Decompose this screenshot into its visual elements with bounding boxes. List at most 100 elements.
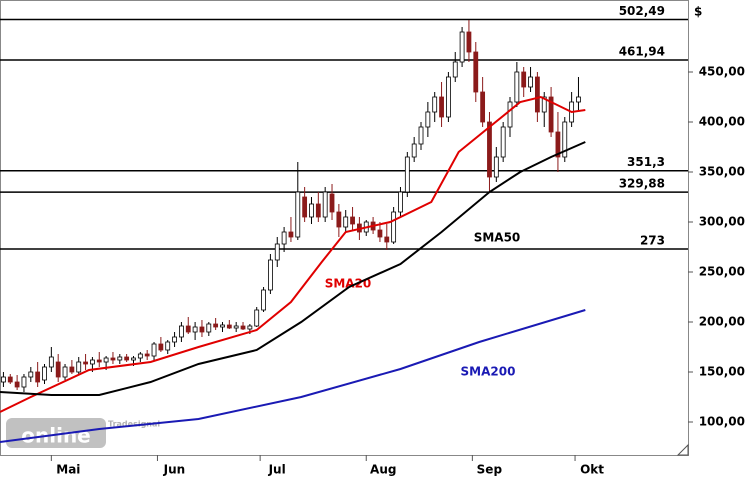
- y-tick-label: 250,00: [699, 265, 745, 279]
- candle-body: [213, 323, 219, 328]
- x-tick-label: Jul: [268, 463, 286, 477]
- candle-body: [548, 96, 554, 133]
- plot-frame: [0, 0, 689, 456]
- sma-label: SMA20: [325, 277, 372, 291]
- candle-body: [343, 216, 349, 228]
- candle-body: [247, 325, 253, 330]
- candle-body: [302, 196, 308, 218]
- candle-body: [411, 143, 417, 158]
- candle-body: [281, 231, 287, 245]
- level-label: 461,94: [619, 45, 665, 59]
- y-tick-label: 300,00: [699, 215, 745, 229]
- x-tick-label: Aug: [370, 463, 396, 477]
- sma-line: [0, 95, 586, 413]
- candle-body: [254, 309, 260, 327]
- y-tick-label: 400,00: [699, 115, 745, 129]
- candle-body: [576, 96, 581, 103]
- y-tick-label: 150,00: [699, 365, 745, 379]
- candle-body: [206, 323, 212, 333]
- candle-body: [42, 366, 47, 381]
- candle-body: [144, 353, 150, 357]
- candle-body: [28, 371, 34, 378]
- candle-body: [336, 211, 342, 228]
- y-tick-label: 100,00: [699, 415, 745, 429]
- watermark-box: [6, 418, 106, 448]
- candle-body: [131, 357, 136, 361]
- candle-body: [500, 126, 506, 158]
- candle-body: [233, 325, 239, 329]
- candle-body: [124, 356, 130, 361]
- candle-body: [418, 126, 424, 145]
- candle-body: [487, 121, 492, 178]
- candle-body: [384, 236, 390, 243]
- candle-body: [268, 259, 273, 291]
- candle-body: [137, 353, 143, 359]
- candle-body: [445, 76, 451, 118]
- candle-body: [117, 356, 123, 361]
- y-tick-label: 200,00: [699, 315, 745, 329]
- candle-body: [199, 326, 205, 333]
- candle-body: [473, 51, 479, 93]
- y-axis-unit: $: [694, 5, 702, 19]
- candle-body: [110, 357, 116, 361]
- candle-body: [96, 359, 102, 363]
- candle-body: [507, 101, 513, 128]
- candle-body: [48, 356, 54, 368]
- candle-body: [240, 325, 246, 330]
- candle-body: [179, 325, 184, 338]
- x-tick-label: Sep: [477, 463, 503, 477]
- sma-label: SMA50: [474, 231, 521, 245]
- candle-body: [21, 376, 27, 388]
- candle-body: [69, 366, 75, 373]
- candle-body: [521, 71, 527, 88]
- candle-body: [350, 216, 355, 225]
- candle-body: [466, 31, 472, 53]
- candle-body: [172, 336, 177, 343]
- candle-body: [391, 211, 397, 243]
- candle-body: [541, 96, 547, 113]
- y-tick-label: 350,00: [699, 165, 745, 179]
- candle-body: [439, 96, 444, 118]
- sma-line: [0, 309, 586, 443]
- level-label: 351,3: [627, 155, 665, 169]
- candle-body: [274, 243, 280, 261]
- candle-body: [185, 325, 191, 333]
- level-label: 329,88: [619, 177, 665, 191]
- candle-body: [398, 191, 403, 213]
- candle-body: [7, 376, 13, 383]
- y-tick-label: 450,00: [699, 65, 745, 79]
- sma-label: SMA200: [461, 365, 516, 379]
- candle-body: [432, 96, 438, 113]
- x-tick-label: Mai: [56, 463, 80, 477]
- candle-body: [377, 229, 383, 238]
- candle-body: [562, 121, 568, 158]
- sma-line: [0, 141, 586, 396]
- candle-body: [165, 341, 171, 351]
- candle-body: [76, 361, 82, 373]
- candle-body: [329, 193, 335, 213]
- candle-body: [514, 71, 520, 103]
- candle-body: [192, 326, 198, 333]
- candle-body: [480, 91, 486, 123]
- candle-body: [459, 31, 465, 63]
- candle-body: [528, 76, 533, 88]
- candle-body: [309, 203, 314, 218]
- candle-body: [493, 156, 499, 178]
- candle-body: [83, 361, 88, 365]
- candle-body: [62, 366, 68, 378]
- candle-body: [1, 376, 6, 383]
- candle-body: [90, 359, 95, 365]
- resize-corner: [676, 443, 689, 456]
- x-tick-label: Jun: [163, 463, 186, 477]
- candle-body: [404, 156, 410, 193]
- candle-body: [103, 357, 109, 363]
- level-label: 273: [640, 234, 665, 248]
- candle-body: [315, 203, 321, 218]
- candle-body: [226, 324, 232, 329]
- x-tick-label: Okt: [580, 463, 604, 477]
- candle-body: [322, 191, 328, 218]
- candle-body: [261, 289, 266, 311]
- candle-body: [151, 343, 157, 357]
- watermark-brand: Tradesignal: [108, 420, 160, 429]
